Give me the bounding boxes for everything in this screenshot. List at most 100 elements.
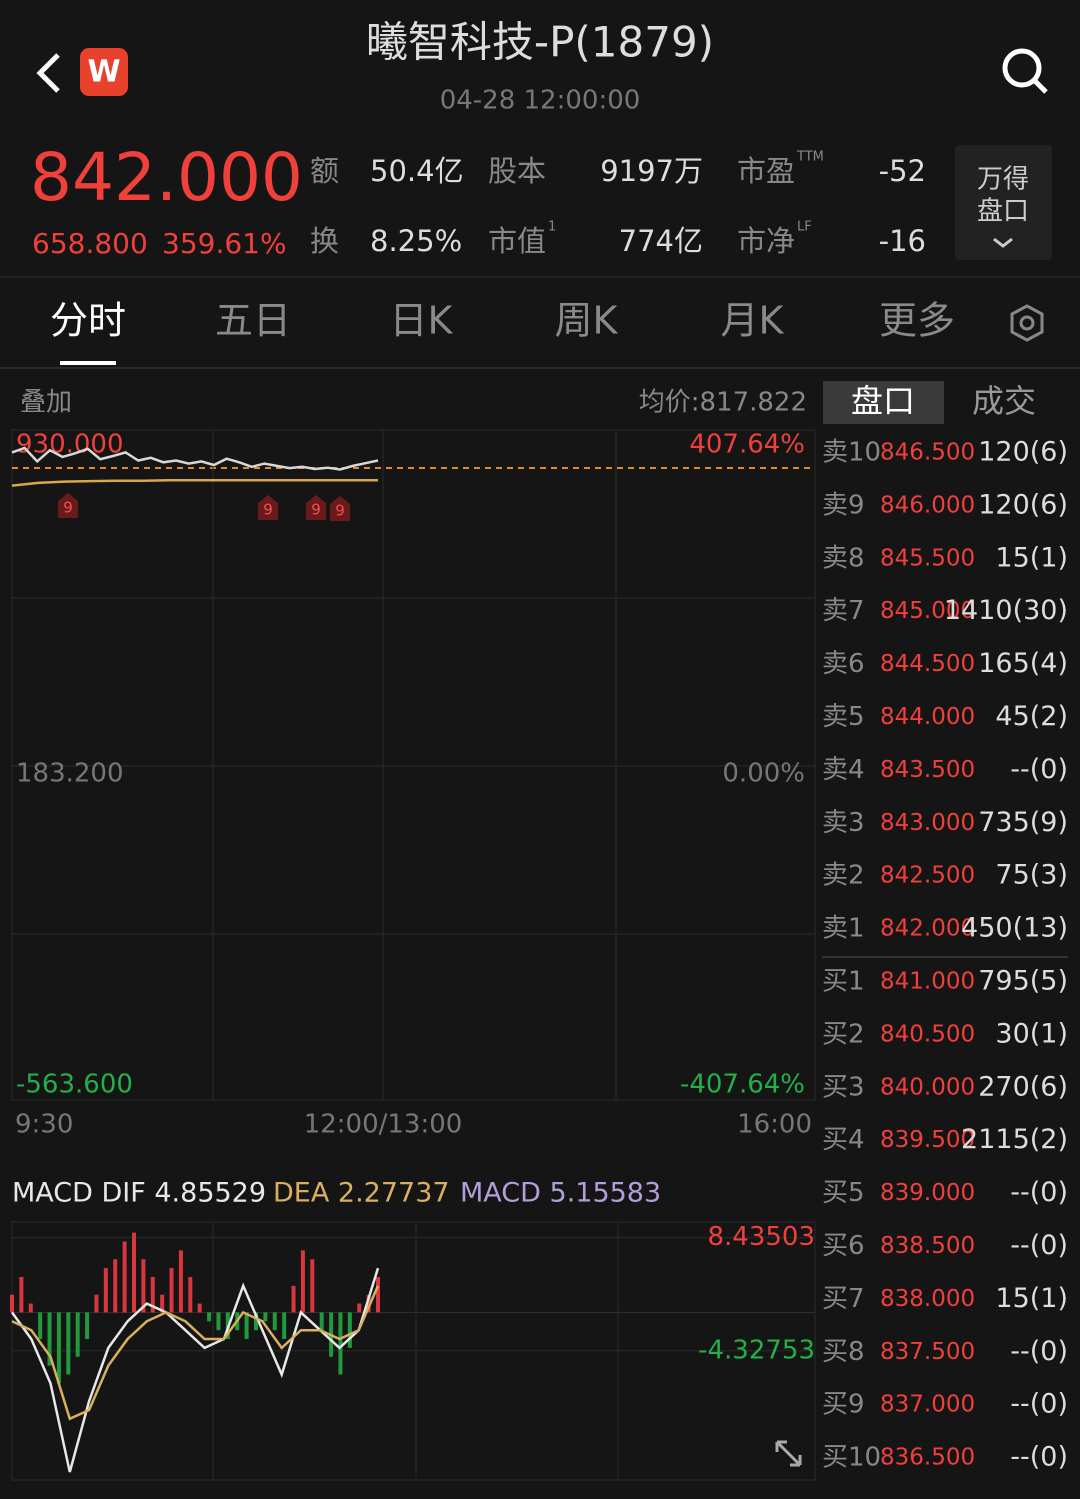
book-level: 卖8	[822, 543, 865, 573]
legend-entry: MACD DIF 4.85529	[12, 1178, 266, 1209]
macd-bar	[169, 1268, 174, 1313]
dea-line	[11, 1285, 380, 1421]
logo-text: W	[87, 55, 120, 90]
book-price: 845.000	[880, 598, 975, 624]
macd-bar	[310, 1259, 315, 1313]
book-level: 卖10	[822, 438, 881, 468]
macd-bar	[338, 1312, 343, 1375]
book-level: 卖3	[822, 808, 865, 838]
book-price: 842.000	[880, 916, 975, 942]
book-volume: 735(9)	[978, 807, 1068, 838]
book-volume: 15(1)	[995, 1283, 1068, 1314]
book-level: 买2	[822, 1019, 865, 1049]
x-tick-label: 16:00	[737, 1110, 812, 1140]
book-price: 844.500	[880, 651, 975, 677]
y-tick-label: -4.32753	[698, 1335, 815, 1365]
side-tab[interactable]: 成交	[972, 382, 1036, 420]
settings-icon[interactable]	[1010, 304, 1044, 342]
tab[interactable]: 分时	[50, 299, 126, 343]
book-level: 卖1	[822, 914, 865, 944]
macd-bar	[357, 1303, 362, 1313]
tab[interactable]: 五日	[215, 299, 291, 343]
signal-tag	[330, 496, 350, 521]
book-price: 841.000	[880, 969, 975, 995]
tab[interactable]: 月K	[721, 299, 785, 343]
book-level: 卖6	[822, 649, 865, 679]
book-level: 卖2	[822, 861, 865, 891]
stat-value: 774亿	[619, 224, 703, 258]
book-volume: --(0)	[1010, 1177, 1068, 1208]
stat-sup: LF	[797, 220, 812, 235]
book-price: 839.000	[880, 1180, 975, 1206]
book-volume: --(0)	[1010, 1336, 1068, 1367]
macd-bar	[122, 1241, 127, 1313]
chevron	[993, 237, 1013, 248]
book-volume: 165(4)	[978, 648, 1068, 679]
macd-bar	[85, 1312, 90, 1340]
stat-sup: 1	[548, 220, 556, 235]
book-level: 买1	[822, 967, 865, 997]
signal-label: 9	[311, 501, 321, 519]
y-tick-label: -563.600	[16, 1070, 133, 1100]
macd-bar	[19, 1276, 24, 1313]
stat-label: 市值	[488, 224, 546, 258]
side-tab[interactable]: 盘口	[851, 382, 915, 420]
macd-bar	[300, 1250, 305, 1313]
book-price: 843.500	[880, 757, 975, 783]
book-level: 卖7	[822, 596, 865, 626]
search-button[interactable]	[1002, 48, 1048, 94]
macd-bar	[10, 1294, 14, 1313]
book-level: 买4	[822, 1125, 865, 1155]
macd-bar	[150, 1276, 155, 1313]
dif-line	[10, 1267, 380, 1473]
book-volume: 30(1)	[995, 1018, 1068, 1049]
book-level: 买7	[822, 1284, 865, 1314]
y2-tick-label: 0.00%	[722, 759, 805, 789]
macd-bar	[66, 1312, 71, 1375]
macd-bar	[178, 1250, 183, 1313]
macd-bar	[94, 1294, 99, 1313]
macd-bar	[347, 1312, 352, 1348]
stock-title: 曦智科技-P(1879)	[366, 18, 714, 67]
tab[interactable]: 日K	[390, 299, 454, 343]
legend-entry: MACD 5.15583	[460, 1178, 661, 1209]
signal-label: 9	[335, 502, 345, 520]
macd-bar	[272, 1312, 277, 1331]
stat-label: 市盈	[737, 154, 795, 188]
button-text: 盘口	[977, 197, 1029, 227]
logo-icon	[80, 48, 128, 96]
overlay-button[interactable]: 叠加	[20, 388, 72, 418]
book-volume: 270(6)	[978, 1071, 1068, 1102]
wind-book-button[interactable]	[955, 145, 1052, 260]
x-tick-label: 9:30	[15, 1110, 73, 1140]
book-level: 卖4	[822, 755, 865, 785]
macd-bar	[103, 1268, 108, 1313]
last-price: 842.000	[30, 139, 303, 216]
back-button[interactable]	[36, 53, 60, 93]
signal-label: 9	[263, 501, 273, 519]
macd-bar	[376, 1276, 380, 1313]
macd-bar	[366, 1294, 371, 1313]
book-price: 839.500	[880, 1127, 975, 1153]
signal-label: 9	[63, 499, 73, 517]
expand-icon[interactable]	[775, 1440, 802, 1467]
tab[interactable]: 更多	[879, 299, 955, 343]
book-volume: 795(5)	[978, 966, 1068, 997]
macd-bar	[56, 1312, 61, 1384]
macd-bar	[216, 1312, 221, 1331]
signal-tag	[258, 495, 278, 520]
avg-price: 均价:817.822	[639, 388, 807, 418]
settings-icon-dot	[1019, 315, 1035, 331]
macd-bar	[113, 1259, 118, 1313]
book-volume: 120(6)	[978, 437, 1068, 468]
legend-entry: DEA 2.27737	[273, 1178, 450, 1209]
book-volume: 450(13)	[961, 913, 1068, 944]
change: 658.800	[32, 227, 148, 260]
stat-label: 股本	[488, 154, 546, 188]
stat-label: 额	[310, 154, 339, 188]
tab[interactable]: 周K	[555, 299, 619, 343]
book-level: 卖5	[822, 702, 865, 732]
macd-bar	[132, 1232, 136, 1313]
book-volume: 75(3)	[995, 860, 1068, 891]
book-level: 卖9	[822, 490, 865, 520]
